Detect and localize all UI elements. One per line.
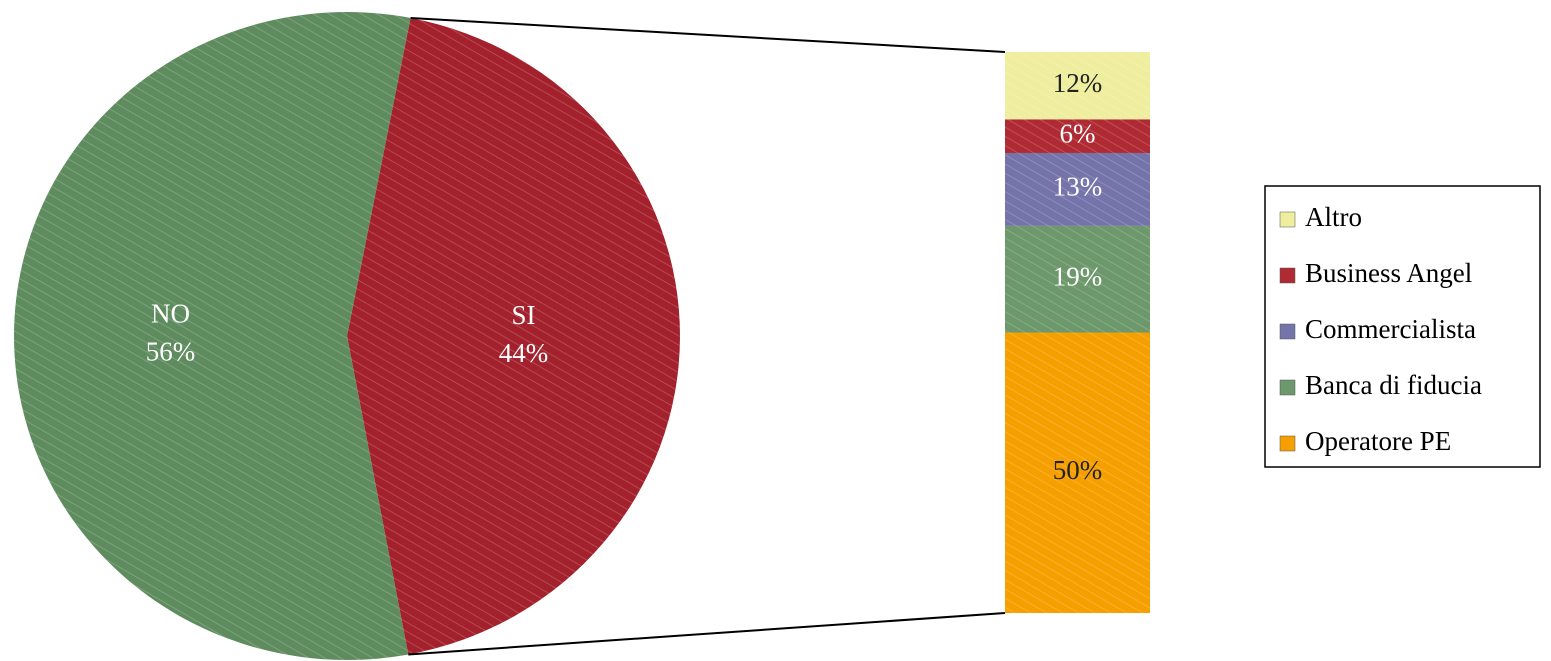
segment-label: 12% [1053,68,1103,98]
slice-hatch [347,17,680,655]
legend-swatch [1279,323,1296,340]
segment-hatch [1005,152,1150,226]
slice-category: SI [511,300,535,330]
segment-hatch [1005,119,1150,153]
slice-label: 56% [146,337,196,367]
legend-label: Commercialista [1305,314,1476,344]
slice-label: 44% [499,338,549,368]
segment-label: 13% [1053,172,1103,202]
legend-label: Business Angel [1305,258,1472,288]
slice-category: NO [151,299,190,329]
legend: Altro Business Angel Commercialista Banca d… [1264,185,1541,468]
connector-line [408,612,1006,656]
legend-label: Operatore PE [1305,426,1451,456]
segment-label: 6% [1060,118,1096,148]
connector-line [410,16,1006,53]
legend-label: Altro [1305,202,1362,232]
legend-swatch [1279,267,1296,284]
segment-label: 50% [1053,455,1103,485]
slice-hatch [14,12,411,660]
segment-label: 19% [1053,261,1103,291]
legend-swatch [1279,211,1296,228]
segment-hatch [1005,332,1150,613]
pie-chart: SI 44% NO 56% [14,12,680,660]
segment-hatch [1005,52,1150,120]
legend-label: Banca di fiducia [1305,370,1482,400]
bar-of-pie: 50% 19% 13% 6% 12% [1005,52,1150,613]
legend-box [1264,185,1541,468]
legend-swatch [1279,379,1296,396]
legend-swatch [1279,435,1296,452]
segment-hatch [1005,225,1150,333]
